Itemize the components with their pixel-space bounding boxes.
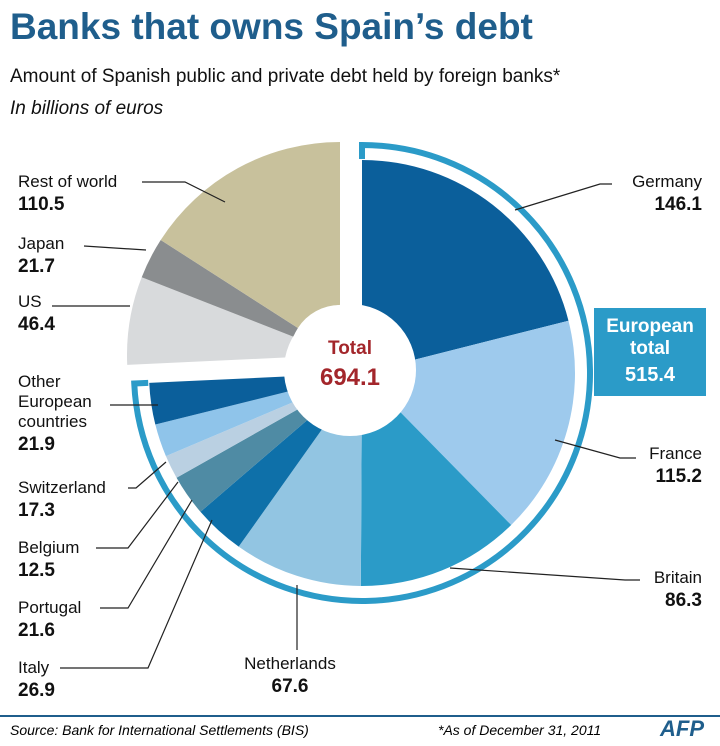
leader-line	[514, 183, 612, 211]
slice	[141, 239, 298, 337]
slice-label: Germany 146.1	[590, 172, 702, 215]
subtitle: Amount of Spanish public and private deb…	[10, 66, 561, 87]
slice-label: Switzerland 17.3	[18, 478, 138, 521]
slice	[160, 142, 340, 329]
credit: AFP	[660, 716, 704, 741]
total-box: Total 694.1	[300, 338, 400, 392]
slice	[362, 160, 569, 361]
slice-label: Netherlands 67.6	[215, 654, 365, 697]
total-label: Total	[328, 338, 372, 359]
slice	[397, 320, 575, 526]
donut-hole	[284, 304, 416, 436]
value-label: 21.9	[18, 434, 55, 455]
category-label: Italy	[18, 658, 50, 677]
slice-label: Rest of world 110.5	[18, 172, 148, 215]
leader-line	[60, 519, 213, 669]
slice	[165, 392, 319, 478]
group-value: 515.4	[624, 364, 676, 386]
value-label: 67.6	[271, 676, 309, 697]
slice-label: Japan 21.7	[18, 234, 138, 277]
value-label: 26.9	[18, 680, 55, 701]
category-label: France	[649, 444, 702, 463]
leader-line	[128, 461, 167, 489]
value-label: 146.1	[654, 194, 702, 215]
footnote: *As of December 31, 2011	[438, 722, 602, 738]
category-label: Other European countries	[18, 372, 92, 431]
group-bracket	[131, 141, 593, 604]
leader-line	[142, 181, 226, 203]
category-label: Portugal	[18, 598, 82, 617]
slice-label: Britain 86.3	[590, 568, 702, 611]
slice	[238, 413, 362, 586]
slice	[176, 397, 325, 512]
slice-label: US 46.4	[18, 292, 138, 335]
value-label: 21.6	[18, 620, 55, 641]
total-value: 694.1	[319, 364, 381, 391]
group-box: European total 515.4	[594, 308, 706, 396]
source: Source: Bank for International Settlemen…	[10, 722, 309, 738]
category-label: Netherlands	[244, 654, 336, 673]
category-label: Switzerland	[18, 478, 106, 497]
slice	[360, 408, 512, 587]
category-label: Rest of world	[18, 172, 118, 191]
slice-label: Italy 26.9	[18, 658, 138, 701]
leader-line	[449, 567, 640, 581]
category-label: Britain	[653, 568, 702, 587]
value-label: 17.3	[18, 500, 55, 521]
slice	[149, 375, 314, 425]
category-label: Belgium	[18, 538, 80, 557]
slice-label: Belgium 12.5	[18, 538, 138, 581]
value-label: 12.5	[18, 560, 55, 581]
category-label: US	[18, 292, 42, 311]
leader-line	[83, 245, 147, 251]
slice	[127, 277, 294, 365]
value-label: 110.5	[18, 194, 65, 215]
group-label: European total	[606, 316, 694, 359]
value-label: 21.7	[18, 256, 55, 277]
slice-label: Portugal 21.6	[18, 598, 138, 641]
leader-line	[100, 499, 193, 609]
title: Banks that owns Spain’s debt	[10, 6, 533, 47]
slice-label: Other European countries 21.9	[18, 372, 118, 455]
slice	[200, 405, 334, 547]
slice-label: France 115.2	[590, 444, 702, 487]
slices	[127, 142, 575, 587]
value-label: 115.2	[655, 466, 703, 487]
leader-line	[96, 481, 179, 549]
value-label: 86.3	[665, 590, 702, 611]
value-label: 46.4	[18, 314, 55, 335]
leader-line	[554, 439, 636, 459]
category-label: Japan	[18, 234, 65, 253]
slice	[155, 385, 316, 457]
unit-note: In billions of euros	[10, 98, 164, 119]
category-label: Germany	[632, 172, 702, 191]
